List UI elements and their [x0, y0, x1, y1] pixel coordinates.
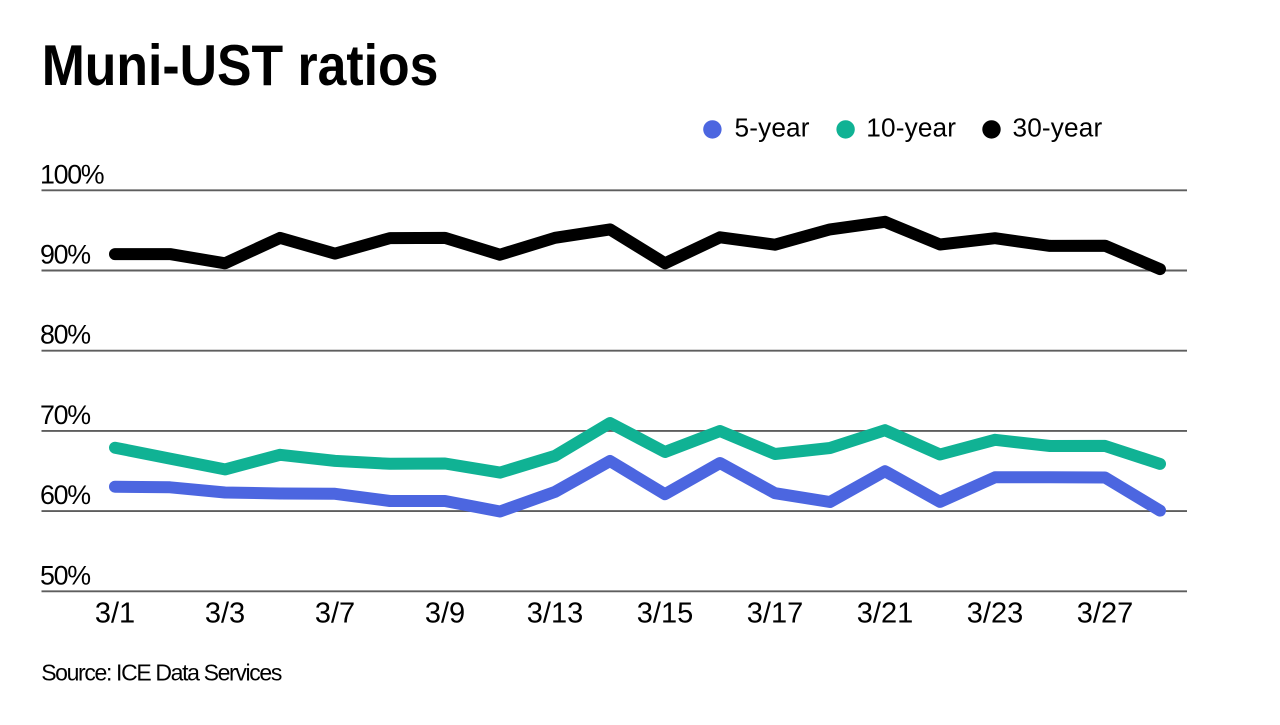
svg-text:80%: 80% — [40, 320, 90, 350]
svg-text:3/15: 3/15 — [637, 597, 693, 629]
svg-text:30-year: 30-year — [1013, 113, 1103, 143]
svg-text:3/17: 3/17 — [747, 597, 803, 629]
svg-text:3/27: 3/27 — [1077, 597, 1133, 629]
svg-text:60%: 60% — [40, 480, 90, 510]
svg-text:3/21: 3/21 — [857, 597, 913, 629]
svg-text:3/13: 3/13 — [527, 597, 583, 629]
svg-text:3/23: 3/23 — [967, 597, 1023, 629]
svg-text:Muni-UST ratios: Muni-UST ratios — [42, 32, 439, 97]
svg-text:3/9: 3/9 — [425, 597, 465, 629]
svg-text:90%: 90% — [40, 240, 90, 270]
svg-text:3/3: 3/3 — [205, 597, 245, 629]
svg-text:50%: 50% — [40, 560, 90, 590]
svg-text:100%: 100% — [40, 159, 104, 189]
svg-text:3/7: 3/7 — [315, 597, 355, 629]
svg-text:70%: 70% — [40, 400, 90, 430]
svg-text:Source: ICE Data Services: Source: ICE Data Services — [41, 659, 282, 685]
svg-text:3/1: 3/1 — [95, 597, 135, 629]
svg-text:10-year: 10-year — [866, 113, 956, 143]
svg-text:5-year: 5-year — [735, 113, 810, 143]
